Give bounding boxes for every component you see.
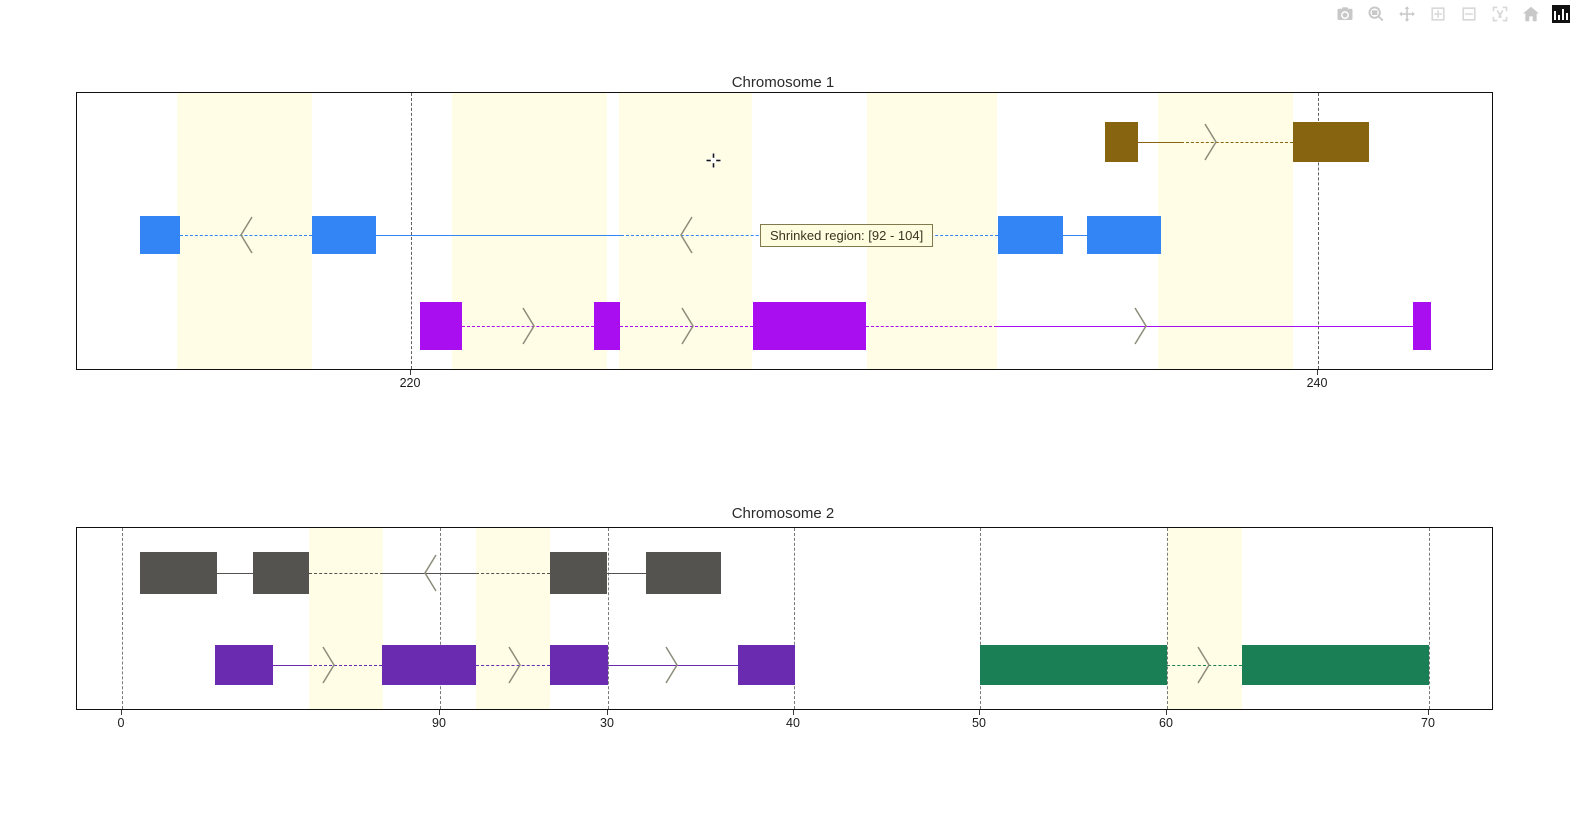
- shrinked-region-tooltip: Shrinked region: [92 - 104]: [760, 224, 934, 247]
- exon-block[interactable]: [140, 552, 217, 594]
- axis-tick-mark: [607, 710, 608, 715]
- exon-block[interactable]: [1105, 122, 1138, 162]
- axis-gridline: [608, 528, 609, 709]
- axis-gridline: [1318, 93, 1319, 369]
- axis-tick-label: 220: [399, 376, 421, 390]
- exon-block[interactable]: [1087, 216, 1161, 254]
- intron-line: [309, 573, 383, 574]
- exon-block[interactable]: [738, 645, 795, 685]
- zoom-in-icon[interactable]: [1428, 4, 1448, 24]
- axis-tick-mark: [1317, 370, 1318, 375]
- shrink-region-band: [309, 528, 383, 709]
- axis-tick-mark: [793, 710, 794, 715]
- exon-block[interactable]: [980, 645, 1167, 685]
- panel-title-chromosome-2: Chromosome 2: [731, 505, 835, 522]
- shrink-region-band: [1167, 528, 1242, 709]
- pan-icon[interactable]: [1397, 4, 1417, 24]
- exon-block[interactable]: [646, 552, 721, 594]
- shrink-region-band: [177, 93, 312, 369]
- exon-block[interactable]: [1413, 302, 1431, 350]
- intron-line: [1181, 142, 1293, 143]
- intron-line: [376, 235, 471, 236]
- axis-tick-mark: [410, 370, 411, 375]
- axis-tick-label: 90: [432, 716, 446, 730]
- axis-tick-label: 0: [117, 716, 125, 730]
- exon-block[interactable]: [550, 645, 608, 685]
- exon-block[interactable]: [420, 302, 462, 350]
- exon-block[interactable]: [1242, 645, 1429, 685]
- intron-line: [309, 665, 382, 666]
- reset-axes-home-icon[interactable]: [1521, 4, 1541, 24]
- exon-block[interactable]: [382, 645, 476, 685]
- axis-tick-mark: [121, 710, 122, 715]
- intron-line: [217, 573, 253, 574]
- intron-line: [1063, 235, 1087, 236]
- zoom-icon[interactable]: [1366, 4, 1386, 24]
- exon-block[interactable]: [550, 552, 607, 594]
- plotly-modebar[interactable]: [1335, 3, 1570, 25]
- axis-gridline: [1429, 528, 1430, 709]
- axis-tick-label: 40: [786, 716, 800, 730]
- autoscale-icon[interactable]: [1490, 4, 1510, 24]
- axis-tick-label: 60: [1159, 716, 1173, 730]
- intron-line: [273, 665, 309, 666]
- exon-block[interactable]: [998, 216, 1063, 254]
- exon-block[interactable]: [140, 216, 180, 254]
- exon-block[interactable]: [753, 302, 866, 350]
- exon-block[interactable]: [1293, 122, 1369, 162]
- intron-line: [866, 326, 997, 327]
- axis-tick-label: 70: [1421, 716, 1435, 730]
- intron-line: [620, 326, 753, 327]
- zoom-out-icon[interactable]: [1459, 4, 1479, 24]
- exon-block[interactable]: [594, 302, 620, 350]
- intron-line: [471, 235, 621, 236]
- axis-tick-label: 240: [1306, 376, 1328, 390]
- download-plot-icon[interactable]: [1335, 4, 1355, 24]
- intron-line: [462, 326, 594, 327]
- plot-area-chromosome-2[interactable]: [76, 527, 1493, 710]
- intron-line: [476, 573, 550, 574]
- axis-tick-mark: [1166, 710, 1167, 715]
- axis-gridline: [980, 528, 981, 709]
- intron-line: [1138, 142, 1181, 143]
- axis-tick-label: 30: [600, 716, 614, 730]
- exon-block[interactable]: [312, 216, 376, 254]
- exon-block[interactable]: [253, 552, 309, 594]
- axis-gridline: [122, 528, 123, 709]
- axis-tick-mark: [1428, 710, 1429, 715]
- shrink-region-band: [452, 93, 607, 369]
- plot-area-chromosome-1[interactable]: [76, 92, 1493, 370]
- panel-title-chromosome-1: Chromosome 1: [731, 74, 835, 91]
- shrink-region-band: [1158, 93, 1293, 369]
- intron-line: [1167, 665, 1242, 666]
- intron-line: [383, 573, 476, 574]
- axis-tick-mark: [979, 710, 980, 715]
- plotly-logo-icon[interactable]: [1552, 5, 1570, 23]
- axis-gridline: [411, 93, 412, 369]
- intron-line: [476, 665, 550, 666]
- axis-gridline: [440, 528, 441, 709]
- axis-tick-label: 50: [972, 716, 986, 730]
- intron-line: [607, 573, 646, 574]
- exon-block[interactable]: [215, 645, 273, 685]
- intron-line: [608, 665, 738, 666]
- axis-tick-mark: [439, 710, 440, 715]
- tooltip-text: Shrinked region: [92 - 104]: [770, 228, 924, 243]
- intron-line: [180, 235, 312, 236]
- shrink-region-band: [476, 528, 550, 709]
- axis-gridline: [1167, 528, 1168, 709]
- intron-line: [997, 326, 1413, 327]
- axis-gridline: [794, 528, 795, 709]
- shrink-region-band: [619, 93, 752, 369]
